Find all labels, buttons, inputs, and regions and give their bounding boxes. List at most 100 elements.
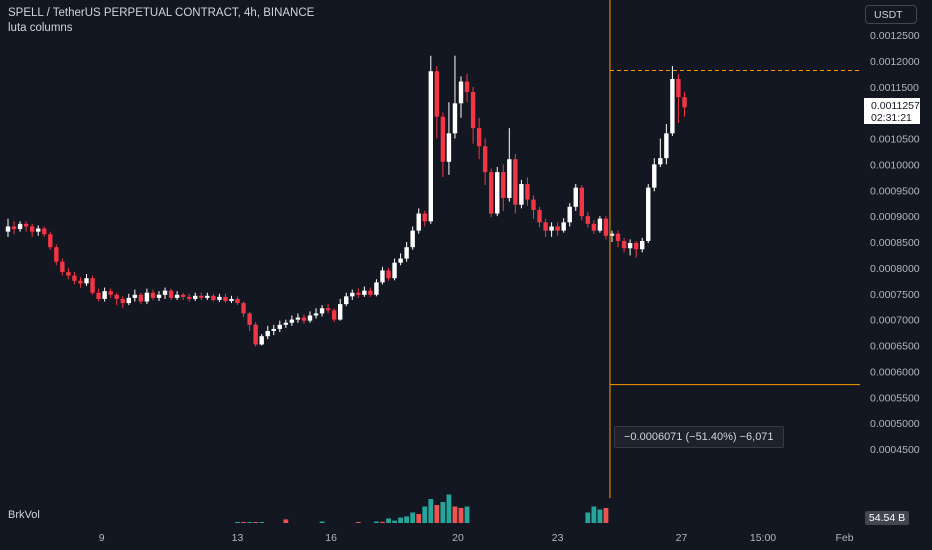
price-axis[interactable]: 0.00125000.00120000.00115000.00110000.00…: [870, 30, 920, 456]
candle-body: [482, 146, 488, 173]
candle-body: [428, 71, 433, 222]
volume-bar: [458, 508, 464, 523]
candle: [295, 313, 301, 323]
candle: [603, 216, 609, 240]
candle-body: [259, 336, 264, 345]
volume-bar: [392, 520, 397, 523]
candle: [72, 272, 77, 285]
volume-bar: [283, 519, 289, 523]
candle-body: [84, 278, 89, 284]
candle-body: [567, 206, 572, 223]
candle: [29, 223, 35, 237]
candle-body: [380, 270, 385, 283]
candle-body: [108, 291, 113, 295]
candle-body: [132, 294, 138, 298]
candle-body: [501, 172, 506, 199]
candle-body: [253, 324, 258, 345]
candle: [289, 315, 295, 326]
currency-button[interactable]: USDT: [865, 5, 917, 24]
candle-body: [331, 310, 337, 320]
candle: [525, 177, 530, 206]
candle-body: [531, 199, 536, 210]
candle-body: [23, 223, 29, 227]
candle-body: [48, 234, 53, 248]
candle: [156, 291, 162, 301]
volume-bar: [398, 517, 403, 523]
candle-body: [664, 133, 669, 159]
time-tick-label: 16: [325, 532, 337, 544]
price-tick-label: 0.0011500: [870, 82, 919, 94]
candle: [54, 244, 59, 266]
time-axis[interactable]: 9 13 16 20 23 27 15:00 Feb: [99, 532, 854, 544]
candle: [482, 138, 488, 186]
candle: [168, 288, 174, 300]
candle: [265, 325, 270, 340]
volume-bar: [355, 522, 361, 523]
candle-body: [609, 233, 615, 236]
volume-bar: [434, 505, 440, 523]
price-tick-label: 0.0007500: [870, 289, 920, 301]
candle-body: [537, 209, 542, 223]
candle-body: [555, 226, 560, 231]
volume-bar: [374, 521, 379, 523]
candle-body: [36, 228, 41, 232]
candle: [319, 305, 325, 317]
candle: [591, 220, 597, 234]
candle: [676, 73, 681, 123]
candle: [96, 288, 101, 302]
candle: [585, 211, 591, 228]
candle-body: [362, 290, 367, 295]
candle-body: [458, 81, 464, 104]
price-tick-label: 0.0008500: [870, 237, 920, 249]
candle: [446, 102, 452, 175]
candle-body: [11, 226, 17, 230]
candle: [615, 230, 621, 248]
candle-body: [265, 331, 270, 337]
candle: [223, 293, 228, 304]
candle: [476, 117, 482, 160]
candle-body: [591, 223, 597, 231]
candle: [277, 320, 282, 333]
candle: [513, 154, 518, 214]
candle: [633, 240, 639, 258]
candle-body: [180, 294, 186, 297]
candle: [537, 206, 542, 228]
candle: [597, 216, 603, 233]
time-tick-label: 20: [452, 532, 464, 544]
volume-bar: [247, 522, 252, 523]
volume-indicator-label: BrkVol: [8, 509, 40, 521]
candle-body: [350, 292, 355, 297]
candle: [501, 164, 506, 211]
candle: [17, 221, 23, 232]
candle: [573, 184, 578, 211]
price-tick-label: 0.0004500: [870, 444, 920, 456]
candle: [458, 76, 464, 118]
candle-body: [90, 278, 95, 293]
price-tick-label: 0.0006000: [870, 366, 920, 378]
volume-bar: [416, 514, 422, 523]
candle: [60, 258, 65, 276]
candle-body: [386, 270, 391, 279]
time-tick-label: Feb: [835, 532, 853, 544]
candle: [658, 138, 663, 167]
measure-label: −0.0006071 (−51.40%) −6,071: [614, 426, 784, 448]
price-tick-label: 0.0006500: [870, 341, 920, 353]
candle-body: [495, 172, 500, 214]
candle-body: [54, 247, 59, 262]
candle-body: [295, 317, 301, 320]
candle-body: [543, 222, 548, 231]
volume-bar: [597, 509, 603, 523]
candle: [579, 185, 584, 221]
candle: [555, 222, 560, 236]
candle-body: [452, 103, 458, 134]
candle: [313, 308, 319, 319]
candle-body: [573, 187, 578, 207]
price-tick-label: 0.0008000: [870, 263, 920, 275]
candle-body: [162, 290, 168, 295]
candle-body: [283, 322, 289, 325]
candle-body: [404, 247, 409, 259]
candle-body: [356, 292, 361, 295]
candle: [531, 195, 536, 219]
candle-body: [676, 78, 681, 98]
